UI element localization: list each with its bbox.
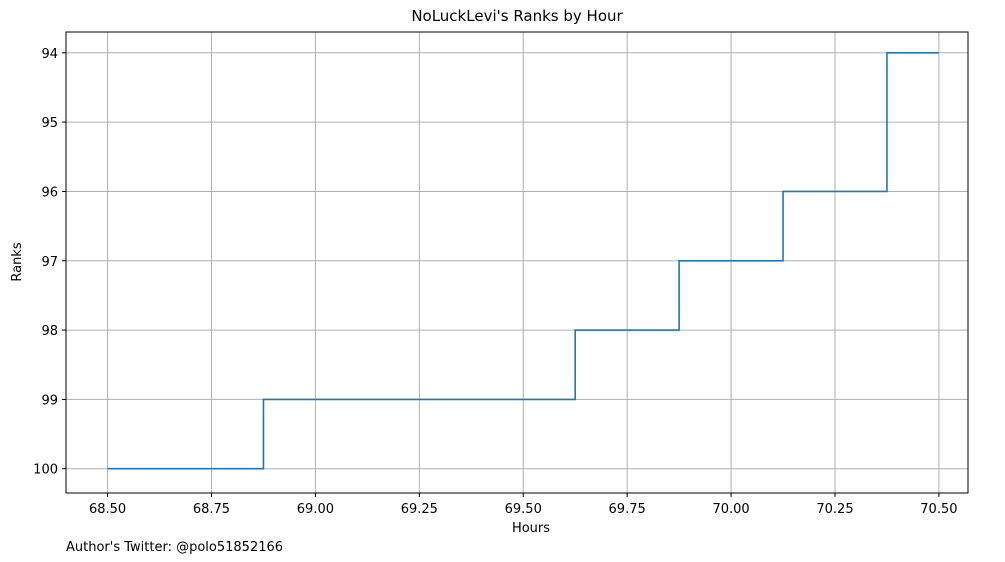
grid: [66, 32, 968, 493]
x-tick-label: 70.00: [712, 502, 749, 517]
x-tick-label: 69.00: [297, 502, 334, 517]
y-tick-label: 99: [41, 393, 58, 408]
y-tick-label: 98: [41, 324, 58, 339]
x-tick-label: 69.50: [505, 502, 542, 517]
series-layer: [107, 51, 939, 470]
rank-step-line: [107, 51, 939, 470]
plot-frame: [65, 31, 969, 494]
author-twitter-footer: Author's Twitter: @polo51852166: [66, 540, 283, 555]
chart-title: NoLuckLevi's Ranks by Hour: [411, 7, 623, 25]
x-tick-label: 68.75: [193, 502, 230, 517]
y-axis-ticks: 94 95 96 97 98 99 100: [33, 47, 66, 478]
x-axis-ticks: 68.50 68.75 69.00 69.25 69.50 69.75 70.00 70.25…: [89, 493, 958, 517]
y-tick-label: 94: [41, 47, 58, 62]
x-tick-label: 70.25: [816, 502, 853, 517]
y-tick-label: 95: [41, 116, 58, 131]
y-tick-label: 100: [33, 463, 58, 478]
x-tick-label: 69.25: [401, 502, 438, 517]
x-tick-label: 69.75: [609, 502, 646, 517]
y-tick-label: 97: [41, 255, 58, 270]
y-tick-label: 96: [41, 185, 58, 200]
x-axis-label: Hours: [512, 521, 550, 536]
x-tick-label: 68.50: [89, 502, 126, 517]
y-axis-label: Ranks: [10, 242, 25, 281]
x-tick-label: 70.50: [920, 502, 957, 517]
